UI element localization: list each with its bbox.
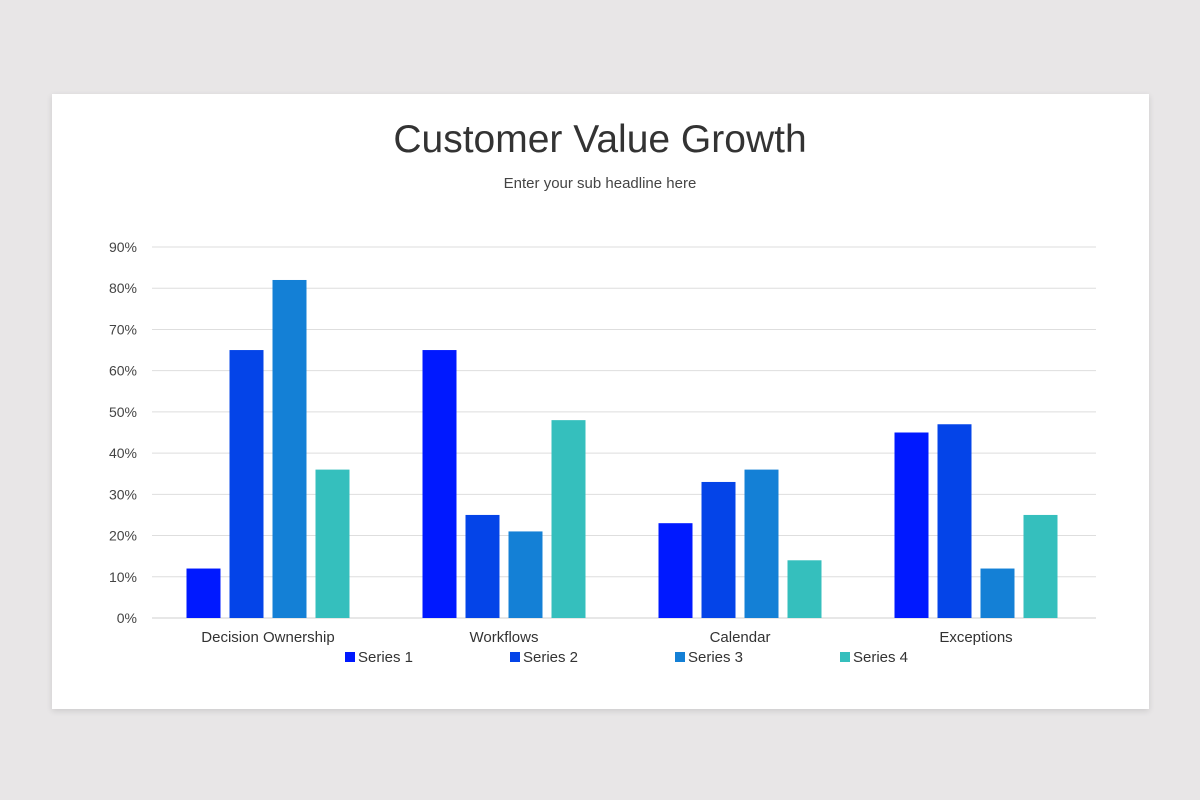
bar-series-3 [272, 279, 307, 618]
x-category-label: Exceptions [939, 629, 1012, 646]
bar-series-4 [551, 420, 586, 618]
legend-label: Series 3 [688, 649, 743, 666]
chart-subtitle: Enter your sub headline here [503, 175, 697, 192]
bar-series-2 [465, 514, 500, 618]
y-tick-label: 40% [109, 445, 137, 461]
legend-label: Series 4 [853, 649, 908, 666]
legend-swatch [510, 652, 520, 662]
x-category-label: Calendar [710, 629, 771, 646]
bar-series-1 [894, 432, 929, 618]
bar-series-3 [744, 469, 779, 618]
y-tick-label: 50% [109, 404, 137, 420]
y-tick-label: 90% [109, 239, 137, 255]
bar-series-3 [980, 568, 1015, 618]
legend-swatch [675, 652, 685, 662]
legend-swatch [840, 652, 850, 662]
chart-title: Customer Value Growth [393, 118, 807, 161]
bar-series-1 [422, 350, 457, 618]
bar-series-2 [701, 481, 736, 618]
y-tick-label: 60% [109, 363, 137, 379]
bar-series-2 [229, 350, 264, 618]
y-tick-label: 20% [109, 528, 137, 544]
bar-series-3 [508, 531, 543, 618]
y-tick-label: 70% [109, 321, 137, 337]
y-tick-label: 10% [109, 569, 137, 585]
y-tick-label: 0% [117, 610, 137, 626]
bar-series-1 [186, 568, 221, 618]
y-tick-label: 80% [109, 280, 137, 296]
bar-series-4 [787, 560, 822, 618]
y-tick-label: 30% [109, 486, 137, 502]
legend-swatch [345, 652, 355, 662]
legend-label: Series 1 [358, 649, 413, 666]
legend-label: Series 2 [523, 649, 578, 666]
bar-series-4 [1023, 514, 1058, 618]
bar-series-2 [937, 424, 972, 618]
x-category-label: Decision Ownership [201, 629, 334, 646]
bar-series-4 [315, 469, 350, 618]
bar-series-1 [658, 523, 693, 618]
x-category-label: Workflows [470, 629, 539, 646]
